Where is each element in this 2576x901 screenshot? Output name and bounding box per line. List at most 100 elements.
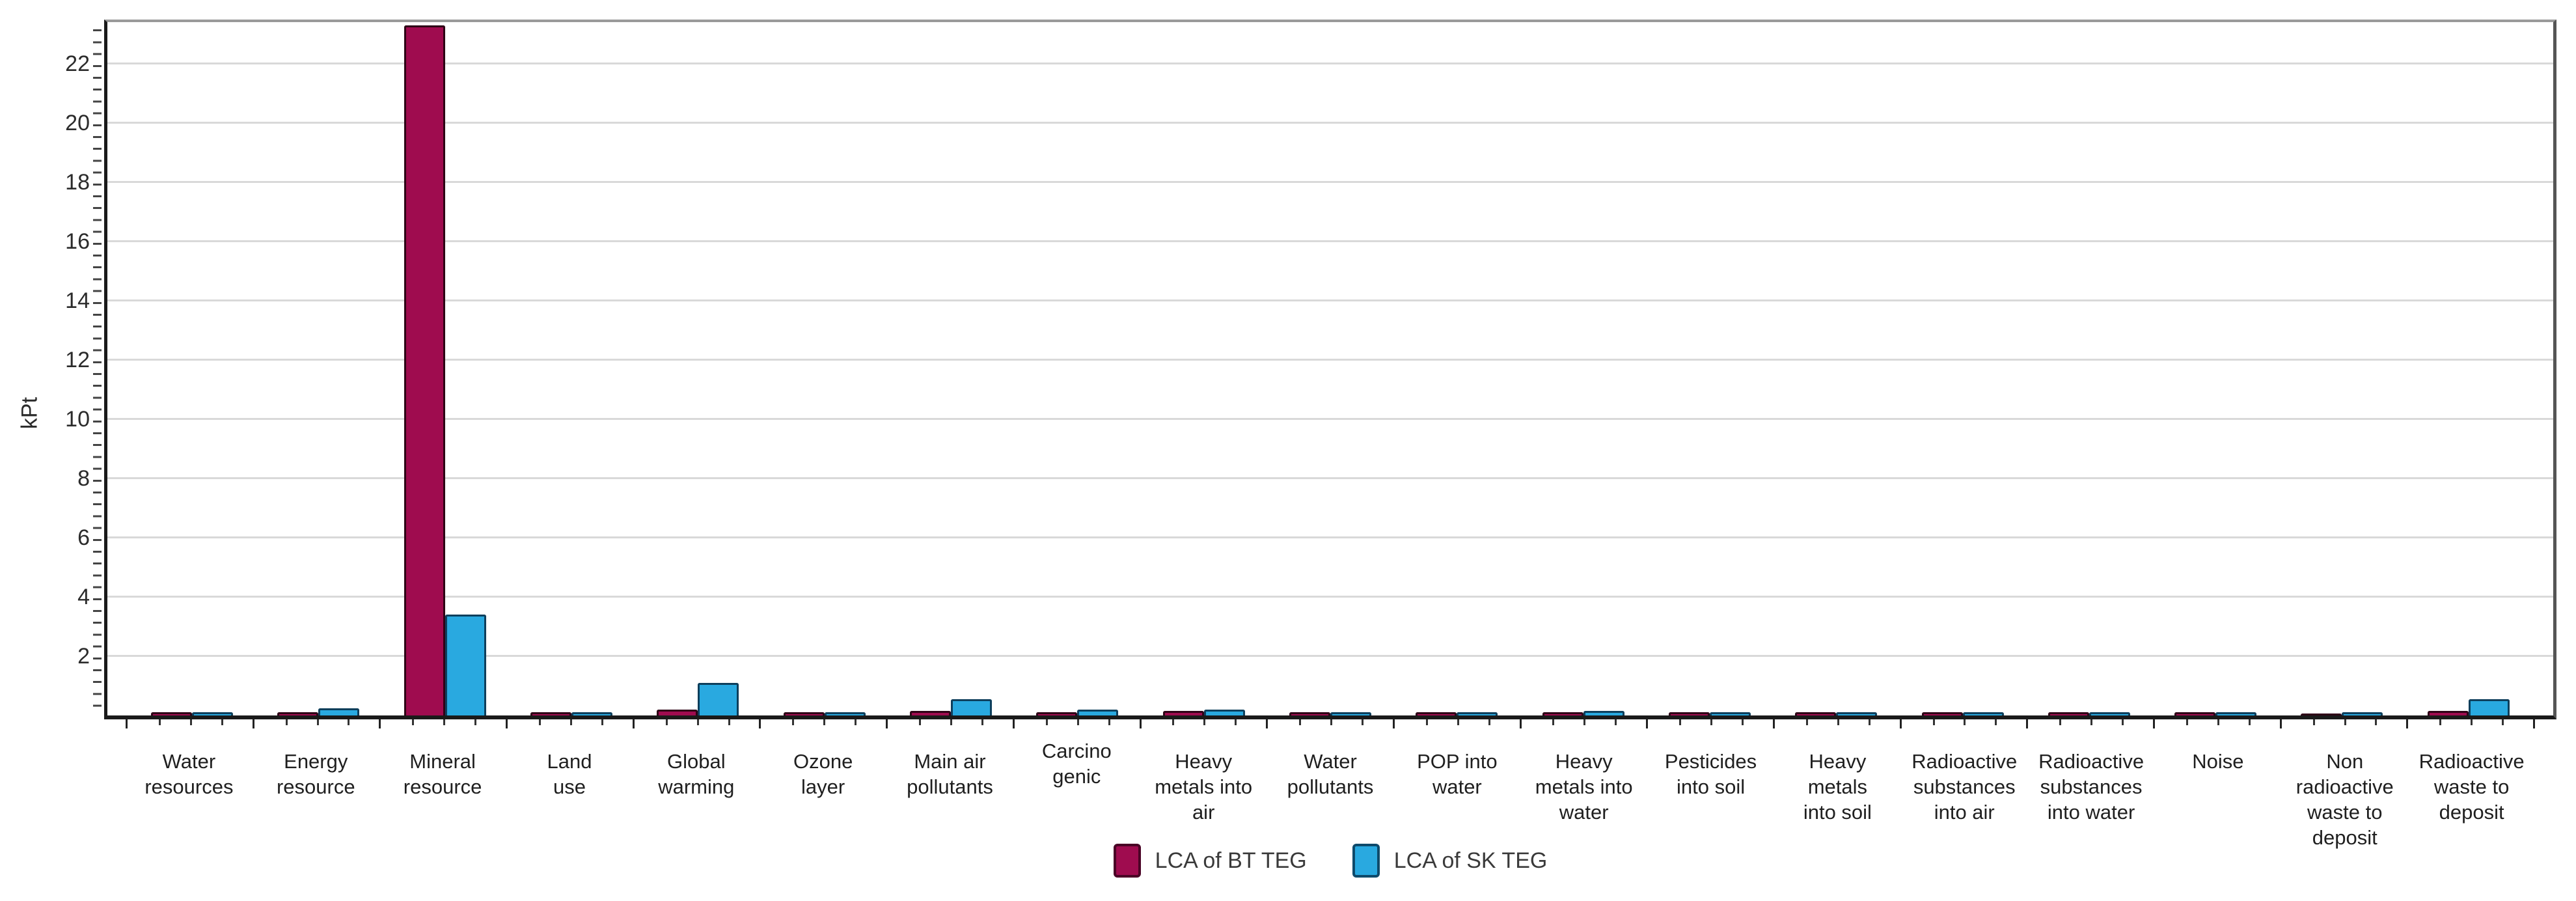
x-label-radioactive-substances-into-air: Radioactive substances into air: [1911, 750, 2018, 824]
x-minor-tick: [2059, 719, 2062, 725]
bar-lca-of-bt-teg-12: [1668, 712, 1710, 715]
bar-lca-of-bt-teg-2: [404, 25, 445, 715]
x-minor-tick: [855, 719, 857, 725]
bar-lca-of-sk-teg-18: [2468, 699, 2510, 715]
category-group-6: [888, 22, 1014, 715]
gridline-14: [107, 299, 2553, 301]
bar-lca-of-sk-teg-0: [192, 712, 234, 715]
bar-lca-of-sk-teg-13: [1836, 712, 1878, 715]
gridline-8: [107, 477, 2553, 479]
x-minor-tick: [412, 719, 415, 725]
plot-area: [104, 20, 2556, 719]
x-minor-tick: [1457, 719, 1459, 725]
x-minor-tick: [1330, 719, 1333, 725]
x-label-energy-resource: Energy resource: [276, 750, 355, 798]
bars-container: [107, 22, 2553, 715]
x-label-ozone-layer: Ozone layer: [793, 750, 853, 798]
category-group-17: [2279, 22, 2405, 715]
category-group-3: [508, 22, 635, 715]
x-minor-tick: [221, 719, 223, 725]
x-minor-tick: [919, 719, 922, 725]
bar-lca-of-bt-teg-10: [1416, 712, 1457, 715]
x-minor-tick: [569, 719, 572, 725]
bar-lca-of-bt-teg-4: [657, 709, 698, 715]
x-label-global-warming: Global warming: [658, 750, 735, 798]
x-minor-tick: [1995, 719, 1997, 725]
x-tick-cell-8: [1139, 719, 1267, 728]
bar-lca-of-bt-teg-9: [1289, 712, 1330, 715]
x-label-heavy-metals-into-soil: Heavy metals into soil: [1803, 750, 1872, 824]
x-minor-tick: [2502, 719, 2504, 725]
bar-lca-of-sk-teg-11: [1583, 711, 1624, 715]
x-minor-tick: [665, 719, 668, 725]
bar-lca-of-sk-teg-14: [1962, 712, 2004, 715]
x-label-heavy-metals-into-air: Heavy metals into air: [1155, 750, 1253, 824]
y-tick-label-8: 8: [77, 465, 90, 491]
x-minor-tick: [2375, 719, 2377, 725]
category-group-10: [1393, 22, 1520, 715]
category-group-2: [382, 22, 508, 715]
legend: LCA of BT TEG LCA of SK TEG: [104, 844, 2556, 878]
bar-lca-of-sk-teg-17: [2342, 712, 2383, 715]
y-tick-label-4: 4: [77, 584, 90, 609]
bar-lca-of-bt-teg-0: [151, 712, 193, 715]
bar-lca-of-bt-teg-13: [1795, 712, 1837, 715]
x-minor-tick: [2248, 719, 2251, 725]
bar-lca-of-sk-teg-5: [824, 712, 866, 715]
gridline-20: [107, 121, 2553, 124]
gridline-16: [107, 240, 2553, 242]
bt-teg-swatch-icon: [1113, 844, 1141, 878]
gridline-10: [107, 417, 2553, 420]
bar-lca-of-sk-teg-9: [1330, 712, 1371, 715]
x-minor-tick: [696, 719, 699, 725]
y-tick-label-16: 16: [65, 229, 90, 254]
x-tick-cell-10: [1392, 719, 1520, 728]
y-tick-label-22: 22: [65, 51, 90, 76]
x-minor-tick: [1488, 719, 1490, 725]
x-tick-cell-5: [759, 719, 886, 728]
bar-lca-of-bt-teg-17: [2301, 714, 2342, 715]
x-minor-tick: [1837, 719, 1839, 725]
x-minor-tick: [2217, 719, 2219, 725]
gridline-12: [107, 358, 2553, 361]
bar-lca-of-bt-teg-3: [530, 712, 572, 715]
x-tick-cell-15: [2026, 719, 2153, 728]
x-minor-tick: [823, 719, 826, 725]
x-label-water-resources: Water resources: [144, 750, 234, 798]
x-minor-tick: [1805, 719, 1808, 725]
x-minor-tick: [1552, 719, 1555, 725]
bar-lca-of-bt-teg-5: [783, 712, 825, 715]
bar-lca-of-sk-teg-16: [2215, 712, 2257, 715]
category-group-13: [1773, 22, 1899, 715]
category-group-15: [2026, 22, 2152, 715]
category-group-12: [1647, 22, 1773, 715]
category-group-1: [255, 22, 381, 715]
legend-item-bt-teg: LCA of BT TEG: [1113, 844, 1307, 878]
y-tick-label-12: 12: [65, 347, 90, 372]
x-tick-cell-6: [886, 719, 1013, 728]
bar-lca-of-bt-teg-11: [1542, 712, 1583, 715]
x-minor-tick: [2439, 719, 2442, 725]
x-minor-tick: [2312, 719, 2315, 725]
x-minor-tick: [1425, 719, 1428, 725]
x-minor-tick: [285, 719, 288, 725]
x-label-radioactive-substances-into-water: Radioactive substances into water: [2038, 750, 2144, 824]
x-tick-cell-11: [1519, 719, 1647, 728]
x-minor-tick: [1076, 719, 1079, 725]
x-minor-tick: [348, 719, 350, 725]
x-label-mineral-resource: Mineral resource: [403, 750, 482, 798]
category-group-4: [635, 22, 761, 715]
x-minor-tick: [1742, 719, 1744, 725]
x-tick-cell-14: [1899, 719, 2027, 728]
x-label-heavy-metals-into-water: Heavy metals into water: [1535, 750, 1633, 824]
category-group-11: [1520, 22, 1646, 715]
x-axis-labels: Water resources Energy resource Mineral resou…: [104, 740, 2556, 850]
x-label-land-use: Land use: [547, 750, 592, 798]
x-minor-tick: [1235, 719, 1237, 725]
category-group-0: [129, 22, 255, 715]
gridline-4: [107, 595, 2553, 598]
x-tick-cell-7: [1012, 719, 1140, 728]
x-tick-cell-16: [2153, 719, 2280, 728]
bar-lca-of-bt-teg-1: [277, 712, 319, 715]
